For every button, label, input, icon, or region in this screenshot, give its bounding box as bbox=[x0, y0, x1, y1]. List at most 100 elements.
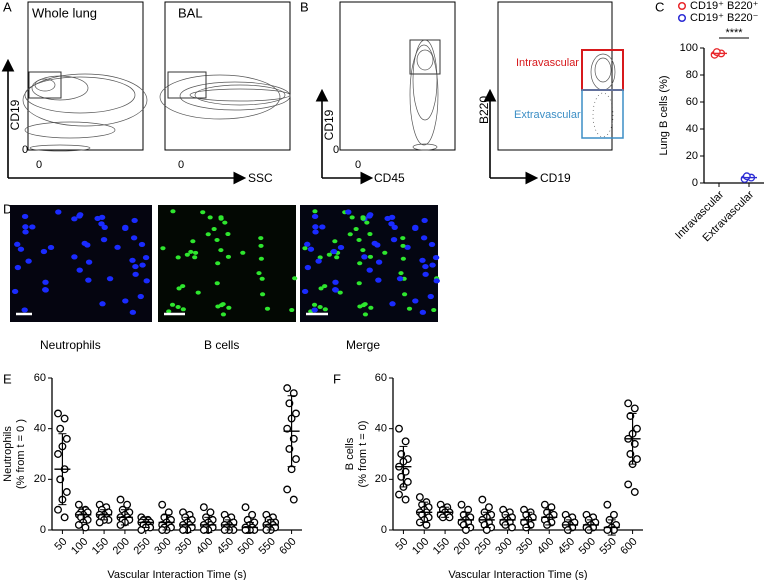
cell bbox=[421, 217, 428, 224]
x-tick-label: 50 bbox=[52, 536, 69, 553]
cell bbox=[400, 243, 406, 248]
data-point bbox=[199, 503, 208, 512]
cell bbox=[311, 302, 318, 307]
cell bbox=[332, 279, 339, 285]
flow-plot: Whole lung 0 0 bbox=[22, 1, 148, 171]
cell bbox=[412, 298, 419, 304]
x-axis-label: Vascular Interaction Time (s) bbox=[448, 569, 587, 580]
cell bbox=[214, 238, 220, 243]
cell bbox=[322, 307, 328, 312]
cell bbox=[225, 232, 231, 237]
data-point bbox=[179, 526, 187, 534]
axis-label: CD19 bbox=[322, 109, 336, 140]
cell bbox=[215, 261, 221, 266]
data-point bbox=[289, 495, 298, 504]
data-point bbox=[624, 480, 633, 489]
flow-plot: 0 0 bbox=[333, 1, 456, 171]
data-point bbox=[485, 503, 493, 512]
data-point bbox=[401, 495, 410, 504]
cell bbox=[214, 281, 220, 286]
panel-label: A bbox=[3, 0, 12, 14]
cell bbox=[431, 308, 437, 313]
x-tick-label: 100 bbox=[69, 536, 90, 557]
x-tick-label: 400 bbox=[535, 536, 556, 557]
x-tick-label: 150 bbox=[90, 536, 111, 557]
cell bbox=[388, 221, 395, 227]
cell bbox=[175, 304, 181, 309]
plot-label: BAL bbox=[178, 5, 203, 20]
cell bbox=[166, 309, 172, 314]
cell bbox=[22, 224, 29, 230]
x-tick-label: 50 bbox=[393, 536, 410, 553]
cell bbox=[85, 259, 93, 265]
cell bbox=[406, 306, 413, 311]
cell bbox=[122, 225, 129, 232]
cell bbox=[312, 229, 319, 235]
gate-label: Intravascular bbox=[516, 57, 579, 69]
x-tick-label: 200 bbox=[452, 536, 473, 557]
cell bbox=[205, 232, 211, 237]
cell bbox=[368, 305, 374, 310]
cell bbox=[337, 290, 343, 295]
cell bbox=[160, 246, 166, 251]
data-point bbox=[630, 488, 639, 496]
plot-label: Whole lung bbox=[32, 5, 97, 20]
cell bbox=[307, 246, 315, 252]
flow-plot: Intravascular Extravascular bbox=[497, 1, 624, 151]
cell bbox=[188, 249, 194, 254]
cell bbox=[400, 236, 406, 241]
data-point bbox=[422, 520, 431, 529]
cell bbox=[396, 276, 404, 282]
cell bbox=[81, 240, 88, 246]
data-point bbox=[116, 495, 125, 504]
image-label: Merge bbox=[346, 338, 380, 352]
cell bbox=[132, 271, 139, 277]
cell bbox=[258, 243, 264, 248]
x-axis-label: Vascular Interaction Time (s) bbox=[107, 569, 246, 580]
cell bbox=[71, 254, 78, 260]
data-point bbox=[62, 434, 71, 443]
cell bbox=[129, 257, 136, 263]
axis-zero: 0 bbox=[22, 144, 28, 156]
data-point bbox=[54, 409, 62, 418]
legend-marker bbox=[677, 1, 687, 11]
axis-zero: 0 bbox=[355, 159, 361, 171]
axis-label: CD19 bbox=[540, 171, 571, 185]
data-point bbox=[630, 404, 639, 413]
cell bbox=[371, 240, 378, 246]
cell bbox=[289, 308, 295, 313]
data-point bbox=[712, 48, 721, 56]
y-tick-label: 80 bbox=[686, 69, 698, 81]
cell bbox=[362, 312, 369, 317]
cell bbox=[312, 224, 319, 230]
cell bbox=[184, 252, 190, 257]
data-point bbox=[478, 495, 487, 504]
data-point bbox=[624, 399, 633, 408]
cell bbox=[412, 225, 419, 232]
cell bbox=[71, 216, 78, 222]
cell bbox=[42, 279, 49, 285]
data-point bbox=[415, 493, 424, 502]
data-point bbox=[241, 503, 250, 512]
cell bbox=[25, 258, 32, 264]
cell bbox=[137, 293, 144, 300]
cell bbox=[356, 238, 362, 243]
cell bbox=[360, 215, 366, 220]
cell bbox=[389, 301, 396, 307]
cell bbox=[400, 256, 406, 261]
cell bbox=[192, 255, 198, 260]
y-axis-label: Lung B cells (%) bbox=[658, 75, 670, 155]
cell bbox=[427, 293, 434, 300]
cell bbox=[404, 244, 411, 250]
cell bbox=[99, 301, 106, 307]
cell bbox=[207, 215, 213, 220]
cell bbox=[11, 288, 19, 295]
cell bbox=[347, 232, 353, 237]
data-point bbox=[742, 172, 751, 181]
cell bbox=[76, 213, 83, 219]
x-tick-label: 350 bbox=[173, 536, 194, 557]
data-point bbox=[283, 424, 292, 433]
data-point bbox=[60, 414, 69, 423]
cell bbox=[375, 277, 382, 283]
x-tick-label: 300 bbox=[493, 536, 514, 557]
